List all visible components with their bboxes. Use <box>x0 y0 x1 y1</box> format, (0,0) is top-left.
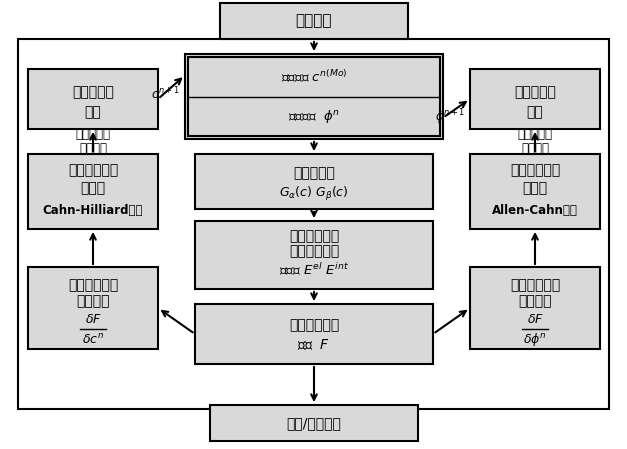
FancyBboxPatch shape <box>195 154 433 209</box>
Text: 变量: 变量 <box>85 105 102 119</box>
Text: $G_{\alpha}(c)$ $G_{\beta}(c)$: $G_{\alpha}(c)$ $G_{\beta}(c)$ <box>279 185 349 202</box>
FancyBboxPatch shape <box>28 69 158 129</box>
Text: 初始构型  $\phi^{n}$: 初始构型 $\phi^{n}$ <box>288 108 340 124</box>
Text: $\delta c^{n}$: $\delta c^{n}$ <box>82 333 104 347</box>
FancyBboxPatch shape <box>195 221 433 289</box>
Text: 方程：: 方程： <box>80 181 105 195</box>
Text: $\delta F$: $\delta F$ <box>85 313 102 326</box>
Text: 成分变分: 成分变分 <box>76 295 110 308</box>
Text: 更新成分场: 更新成分场 <box>72 85 114 99</box>
FancyBboxPatch shape <box>18 39 609 409</box>
FancyBboxPatch shape <box>470 69 600 129</box>
FancyBboxPatch shape <box>28 267 158 349</box>
FancyBboxPatch shape <box>188 57 440 136</box>
Text: 求解成分控制: 求解成分控制 <box>68 163 118 177</box>
Text: Allen-Cahn方程: Allen-Cahn方程 <box>492 204 578 217</box>
FancyBboxPatch shape <box>470 267 600 349</box>
FancyBboxPatch shape <box>195 304 433 364</box>
Text: 组织/织构演变: 组织/织构演变 <box>287 416 342 430</box>
Text: 方程：: 方程： <box>522 181 547 195</box>
FancyBboxPatch shape <box>470 154 600 229</box>
Text: 与变体间相互: 与变体间相互 <box>289 245 339 259</box>
Text: 化学自由能对: 化学自由能对 <box>510 278 560 292</box>
Text: 半隐式傅里
叶谱方法: 半隐式傅里 叶谱方法 <box>517 128 552 155</box>
Text: 变量: 变量 <box>527 105 544 119</box>
Text: 由能  $F$: 由能 $F$ <box>297 338 330 352</box>
Text: $\phi^{n+1}$: $\phi^{n+1}$ <box>435 107 465 127</box>
Text: $\delta\phi^{n}$: $\delta\phi^{n}$ <box>523 331 547 348</box>
Text: 结构变分: 结构变分 <box>519 295 552 308</box>
Text: 作用能 $E^{el}$ $E^{int}$: 作用能 $E^{el}$ $E^{int}$ <box>279 262 349 278</box>
Text: Cahn-Hilliard方程: Cahn-Hilliard方程 <box>43 204 143 217</box>
Text: 半隐式傅里
叶谱方法: 半隐式傅里 叶谱方法 <box>75 128 110 155</box>
Text: 初始条件: 初始条件 <box>296 13 332 28</box>
Text: 拟合总化学自: 拟合总化学自 <box>289 318 339 332</box>
Text: 更新结构场: 更新结构场 <box>514 85 556 99</box>
Text: 化学自由能对: 化学自由能对 <box>68 278 118 292</box>
Text: $\delta F$: $\delta F$ <box>527 313 544 326</box>
Text: 初始成分 $c^{n(Mo)}$: 初始成分 $c^{n(Mo)}$ <box>281 69 347 85</box>
FancyBboxPatch shape <box>28 154 158 229</box>
FancyBboxPatch shape <box>185 54 443 139</box>
Text: $c^{n+1}$: $c^{n+1}$ <box>150 86 179 102</box>
FancyBboxPatch shape <box>210 405 418 441</box>
Text: 应变能、应力: 应变能、应力 <box>289 229 339 243</box>
Text: 单相自由能: 单相自由能 <box>293 166 335 180</box>
FancyBboxPatch shape <box>220 3 408 39</box>
Text: 求解结构控制: 求解结构控制 <box>510 163 560 177</box>
